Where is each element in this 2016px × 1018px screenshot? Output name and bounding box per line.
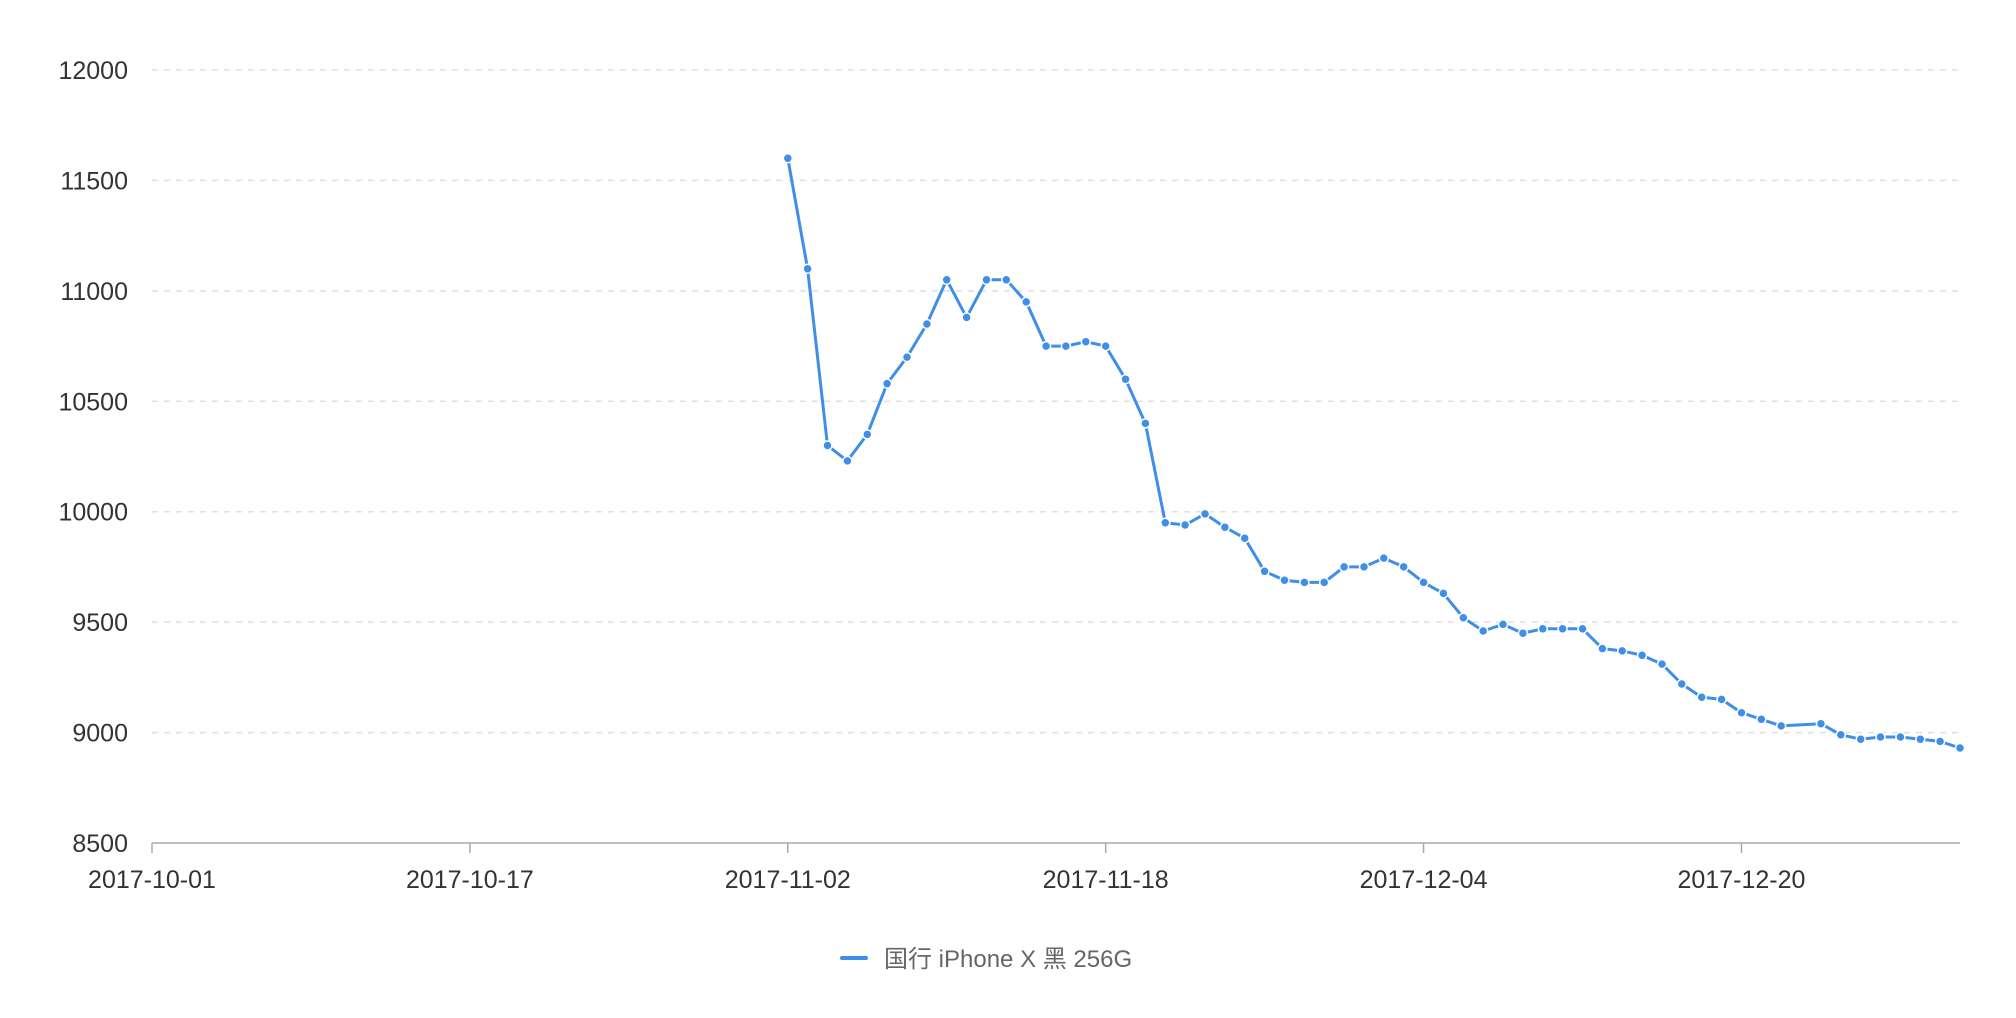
data-point[interactable] xyxy=(1040,340,1052,352)
x-tick-label: 2017-10-17 xyxy=(406,866,534,894)
data-point[interactable] xyxy=(1696,691,1707,703)
data-point[interactable] xyxy=(1060,340,1072,352)
data-point[interactable] xyxy=(1835,729,1847,741)
y-tick-label: 9500 xyxy=(72,609,128,637)
data-point[interactable] xyxy=(1915,733,1926,745)
y-tick-label: 11500 xyxy=(60,167,128,195)
x-tick-label: 2017-10-01 xyxy=(88,866,216,894)
data-point[interactable] xyxy=(1756,714,1767,725)
data-point[interactable] xyxy=(1656,658,1668,670)
x-axis-tick-labels: 2017-10-01 2017-10-17 2017-11-02 2017-11-18… xyxy=(88,866,1805,894)
x-tick-label: 2017-12-20 xyxy=(1678,866,1806,894)
data-point[interactable] xyxy=(1577,623,1588,635)
data-point[interactable] xyxy=(1736,707,1747,718)
data-point[interactable] xyxy=(1616,645,1628,657)
series-line xyxy=(786,158,1961,750)
data-point[interactable] xyxy=(1179,519,1191,531)
data-point[interactable] xyxy=(1378,552,1390,564)
data-point[interactable] xyxy=(881,378,893,389)
x-tick-label: 2017-11-18 xyxy=(1043,866,1169,894)
data-point[interactable] xyxy=(1438,588,1449,599)
data-point[interactable] xyxy=(862,429,873,440)
series-group xyxy=(782,153,1966,754)
data-point[interactable] xyxy=(961,312,972,323)
data-point[interactable] xyxy=(1160,517,1171,529)
data-point[interactable] xyxy=(1537,623,1549,635)
legend-label: 国行 iPhone X 黑 256G xyxy=(884,946,1132,973)
x-tick-label: 2017-12-04 xyxy=(1360,866,1488,894)
legend[interactable]: 国行 iPhone X 黑 256G xyxy=(840,946,1132,973)
data-point[interactable] xyxy=(1636,650,1648,661)
data-point[interactable] xyxy=(1676,678,1688,690)
data-point[interactable] xyxy=(822,440,833,451)
data-point[interactable] xyxy=(1318,577,1330,588)
data-point[interactable] xyxy=(1934,736,1946,747)
data-point[interactable] xyxy=(981,274,992,286)
data-point[interactable] xyxy=(842,455,853,467)
data-point[interactable] xyxy=(1497,619,1509,630)
y-axis-tick-labels: 12000 11500 11000 10500 10000 9500 9000 8500 xyxy=(58,57,128,858)
data-point[interactable] xyxy=(1259,566,1270,577)
data-point[interactable] xyxy=(1418,577,1429,588)
data-point[interactable] xyxy=(1239,532,1250,544)
data-point[interactable] xyxy=(1855,733,1866,745)
data-point[interactable] xyxy=(1875,731,1886,743)
data-point[interactable] xyxy=(1199,508,1211,520)
data-point[interactable] xyxy=(901,351,913,363)
data-point[interactable] xyxy=(1716,694,1727,705)
grid-lines xyxy=(152,69,1960,734)
data-point[interactable] xyxy=(1895,731,1906,743)
data-point[interactable] xyxy=(1517,627,1529,639)
data-point[interactable] xyxy=(1338,561,1350,573)
data-point[interactable] xyxy=(1080,336,1092,347)
y-tick-label: 10000 xyxy=(58,499,128,527)
data-point[interactable] xyxy=(1120,373,1131,385)
data-point[interactable] xyxy=(1775,720,1787,732)
y-tick-label: 12000 xyxy=(58,57,128,85)
x-tick-label: 2017-11-02 xyxy=(725,866,851,894)
data-point[interactable] xyxy=(1001,274,1012,286)
y-tick-label: 11000 xyxy=(60,278,128,306)
data-point[interactable] xyxy=(1477,625,1489,637)
data-point[interactable] xyxy=(1458,612,1469,623)
data-point[interactable] xyxy=(1299,577,1310,588)
data-point[interactable] xyxy=(921,318,933,330)
data-point[interactable] xyxy=(1219,521,1231,533)
y-tick-label: 8500 xyxy=(72,830,128,858)
data-point[interactable] xyxy=(941,274,952,286)
data-point[interactable] xyxy=(1358,561,1370,573)
data-point[interactable] xyxy=(1140,418,1151,429)
data-point[interactable] xyxy=(1020,296,1032,308)
data-point[interactable] xyxy=(802,263,813,275)
data-point[interactable] xyxy=(782,153,794,164)
data-point[interactable] xyxy=(1398,561,1409,573)
data-point[interactable] xyxy=(1597,643,1608,654)
data-point[interactable] xyxy=(1279,574,1290,586)
y-tick-label: 10500 xyxy=(58,388,128,416)
y-tick-label: 9000 xyxy=(72,720,128,748)
data-point[interactable] xyxy=(1100,340,1111,352)
data-point[interactable] xyxy=(1815,718,1827,729)
data-point[interactable] xyxy=(1954,742,1966,754)
data-point[interactable] xyxy=(1557,623,1568,635)
axes xyxy=(151,842,1960,853)
